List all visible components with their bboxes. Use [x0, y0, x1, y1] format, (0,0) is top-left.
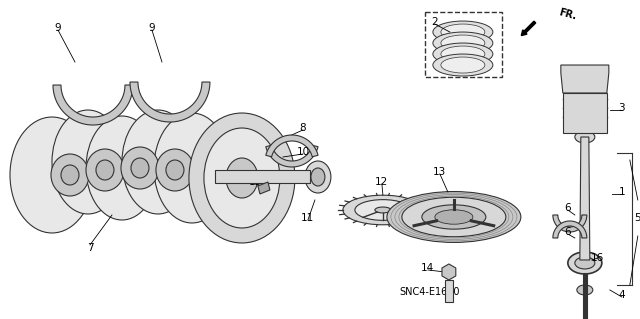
Ellipse shape — [422, 205, 486, 229]
Polygon shape — [583, 273, 587, 319]
Ellipse shape — [435, 210, 473, 224]
Text: FR.: FR. — [558, 8, 578, 22]
Ellipse shape — [568, 252, 602, 274]
Text: 4: 4 — [618, 290, 625, 300]
Bar — [425, 12, 502, 77]
Ellipse shape — [355, 200, 411, 220]
Polygon shape — [445, 280, 453, 302]
Ellipse shape — [441, 57, 485, 73]
Polygon shape — [580, 137, 590, 260]
Ellipse shape — [121, 147, 159, 189]
Ellipse shape — [577, 285, 593, 295]
Text: 9: 9 — [54, 23, 61, 33]
Ellipse shape — [122, 110, 194, 214]
Ellipse shape — [51, 154, 89, 196]
Ellipse shape — [311, 168, 325, 186]
Text: 2: 2 — [431, 17, 438, 27]
Ellipse shape — [575, 131, 595, 143]
Polygon shape — [266, 135, 318, 157]
Ellipse shape — [61, 165, 79, 185]
Text: 1: 1 — [618, 187, 625, 197]
Text: 12: 12 — [375, 177, 388, 187]
Polygon shape — [553, 215, 587, 232]
Text: 14: 14 — [421, 263, 435, 273]
Ellipse shape — [189, 113, 295, 243]
Ellipse shape — [154, 113, 230, 223]
Ellipse shape — [86, 149, 124, 191]
Ellipse shape — [433, 43, 493, 65]
Text: 7: 7 — [86, 243, 93, 253]
Ellipse shape — [343, 195, 423, 225]
Ellipse shape — [441, 46, 485, 62]
Ellipse shape — [433, 21, 493, 43]
Polygon shape — [258, 182, 270, 194]
Text: 10: 10 — [296, 147, 310, 157]
Text: 6: 6 — [564, 203, 571, 213]
Ellipse shape — [204, 128, 280, 228]
Ellipse shape — [433, 32, 493, 54]
Text: 11: 11 — [301, 213, 314, 223]
Polygon shape — [442, 264, 456, 280]
FancyArrow shape — [522, 21, 536, 36]
Ellipse shape — [305, 161, 331, 193]
Ellipse shape — [444, 267, 454, 277]
Ellipse shape — [402, 197, 506, 237]
Polygon shape — [266, 145, 318, 167]
Ellipse shape — [375, 207, 391, 213]
Ellipse shape — [10, 117, 94, 233]
Text: 15: 15 — [250, 177, 262, 187]
Ellipse shape — [86, 116, 158, 220]
Polygon shape — [561, 65, 609, 93]
Text: 3: 3 — [618, 103, 625, 113]
Ellipse shape — [156, 149, 194, 191]
Ellipse shape — [441, 35, 485, 51]
Text: 16: 16 — [591, 253, 604, 263]
Ellipse shape — [387, 191, 521, 242]
Text: 6: 6 — [564, 227, 571, 237]
Ellipse shape — [441, 24, 485, 40]
Text: 5: 5 — [634, 213, 640, 223]
Text: 9: 9 — [148, 23, 156, 33]
Ellipse shape — [575, 257, 595, 269]
Polygon shape — [53, 85, 133, 125]
Ellipse shape — [576, 124, 594, 134]
Ellipse shape — [52, 110, 124, 214]
Polygon shape — [553, 221, 587, 238]
Ellipse shape — [433, 54, 493, 76]
Ellipse shape — [96, 160, 114, 180]
Ellipse shape — [226, 158, 258, 198]
Polygon shape — [563, 93, 607, 133]
Text: 13: 13 — [433, 167, 447, 177]
Ellipse shape — [166, 160, 184, 180]
Text: 8: 8 — [300, 123, 306, 133]
Ellipse shape — [131, 158, 149, 178]
Text: SNC4-E1600: SNC4-E1600 — [399, 287, 460, 297]
Polygon shape — [215, 170, 310, 183]
Polygon shape — [130, 82, 210, 122]
